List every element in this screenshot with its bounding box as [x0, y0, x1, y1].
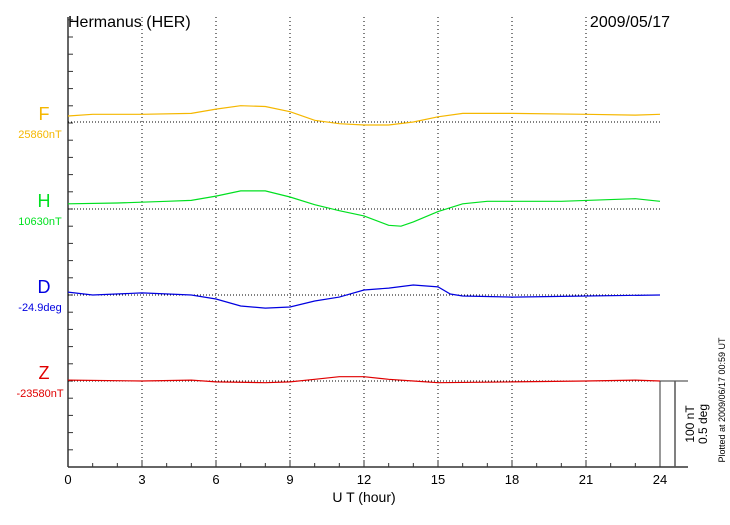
- x-tick-label: 6: [212, 472, 219, 487]
- x-tick-label: 21: [579, 472, 593, 487]
- series-name-H: H: [38, 191, 51, 211]
- scale-deg-label: 0.5 deg: [696, 404, 710, 444]
- series-line-Z: [67, 376, 661, 384]
- plotted-at-footer: Plotted at 2009/06/17 00:59 UT: [717, 337, 727, 463]
- x-tick-label: 18: [505, 472, 519, 487]
- x-tick-label: 12: [357, 472, 371, 487]
- series-line-H: [67, 190, 661, 227]
- series-name-Z: Z: [39, 363, 50, 383]
- series-name-D: D: [38, 277, 51, 297]
- series-line-F: [67, 105, 661, 126]
- chart-date: 2009/05/17: [590, 14, 670, 31]
- x-tick-label: 9: [286, 472, 293, 487]
- x-tick-label: 24: [653, 472, 667, 487]
- baseline-label-H: 10630nT: [18, 216, 62, 228]
- baseline-label-Z: -23580nT: [16, 388, 63, 400]
- x-tick-label: 3: [138, 472, 145, 487]
- x-tick-label: 15: [431, 472, 445, 487]
- baseline-label-F: 25860nT: [18, 129, 62, 141]
- baseline-label-D: -24.9deg: [18, 302, 61, 314]
- scale-nt-label: 100 nT: [683, 405, 697, 443]
- x-tick-label: 0: [64, 472, 71, 487]
- x-axis-label: U T (hour): [332, 489, 395, 505]
- series-name-F: F: [39, 104, 50, 124]
- series-line-D: [67, 284, 661, 309]
- chart-title: Hermanus (HER): [68, 14, 191, 31]
